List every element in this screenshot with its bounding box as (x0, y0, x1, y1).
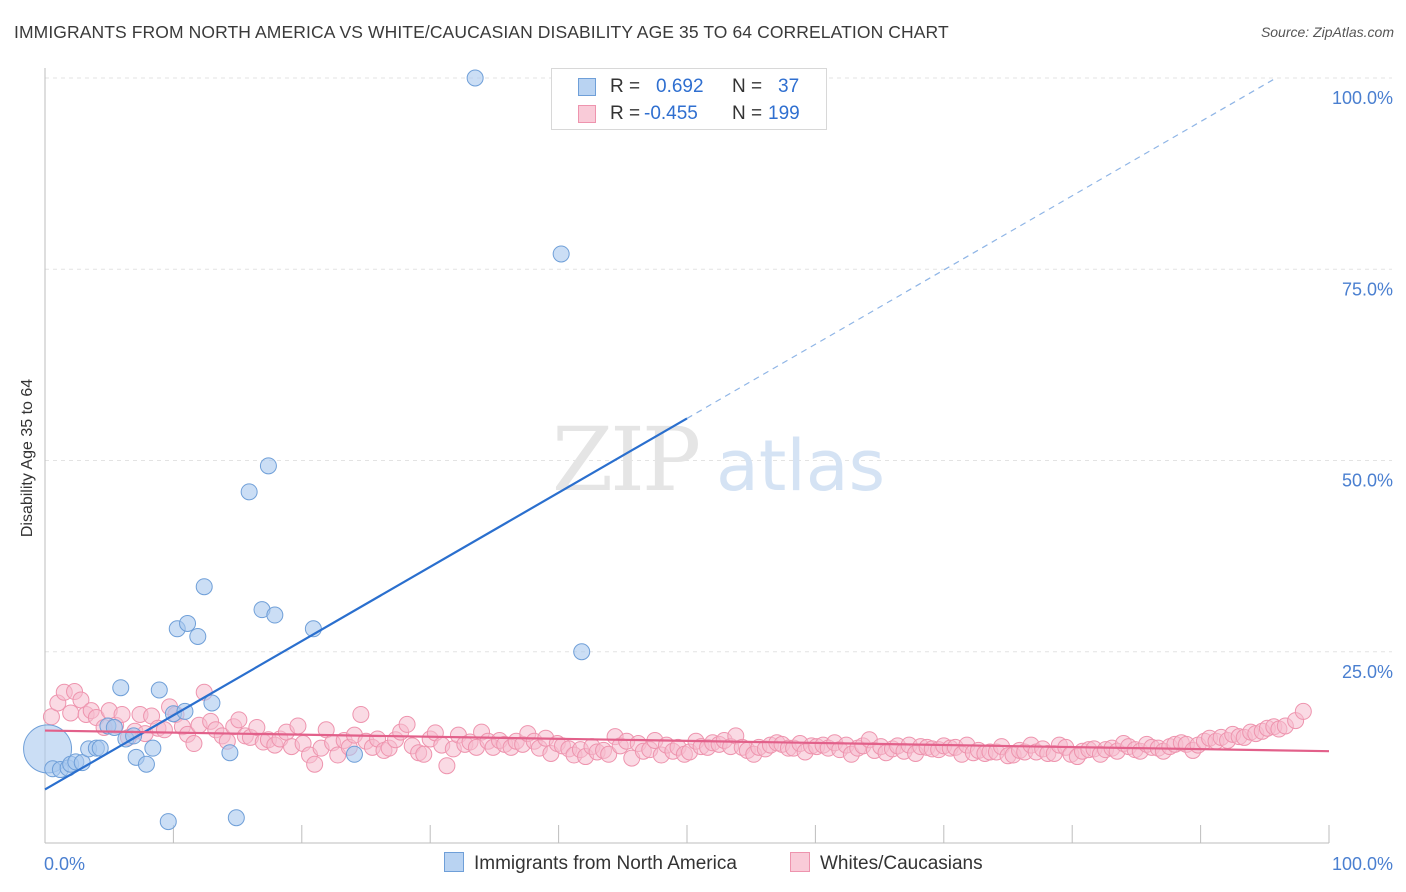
data-point-immigrants (179, 614, 197, 632)
data-point-whites (415, 745, 433, 763)
data-point-whites (155, 721, 173, 739)
data-point-immigrants (137, 755, 155, 773)
data-point-whites (600, 745, 618, 763)
data-point-whites (398, 715, 416, 733)
legend-n-label: N = (732, 76, 763, 97)
watermark-atlas: atlas (716, 425, 885, 507)
x-tick-label: 100.0% (1332, 854, 1393, 874)
legend-r-value: -0.455 (644, 103, 698, 124)
data-point-immigrants (159, 813, 177, 831)
trend-line-whites (44, 729, 1330, 753)
data-point-whites (306, 755, 324, 773)
y-axis-label: Disability Age 35 to 64 (19, 378, 36, 538)
data-point-immigrants (221, 744, 239, 762)
data-point-whites (438, 757, 456, 775)
legend-swatch-blue (444, 852, 464, 872)
data-point-whites (248, 718, 266, 736)
data-point-whites (1294, 702, 1312, 720)
x-tick-label: 0.0% (44, 854, 85, 874)
series-immigrants-north-america (23, 69, 591, 831)
data-point-immigrants (227, 809, 245, 827)
source-credit: Source: ZipAtlas.com (1260, 24, 1394, 40)
data-point-immigrants (203, 694, 221, 712)
gridlines (45, 77, 1392, 653)
legend-r-value: 0.692 (656, 76, 704, 97)
data-point-whites (352, 705, 370, 723)
data-point-whites (289, 717, 307, 735)
y-tick-label: 25.0% (1342, 662, 1393, 682)
series-legend: Immigrants from North America Whites/Cau… (0, 852, 1406, 878)
legend-item-immigrants: Immigrants from North America (444, 852, 737, 875)
data-point-immigrants (552, 245, 570, 263)
legend-label-whites: Whites/Caucasians (820, 853, 983, 874)
chart-title: IMMIGRANTS FROM NORTH AMERICA VS WHITE/C… (14, 22, 949, 42)
data-point-immigrants (345, 745, 363, 763)
legend-n-value: 199 (768, 103, 800, 124)
data-point-immigrants (91, 739, 109, 757)
data-point-immigrants (150, 681, 168, 699)
legend-label-immigrants: Immigrants from North America (474, 853, 737, 874)
y-tick-label: 50.0% (1342, 471, 1393, 491)
trend-lines (44, 77, 1330, 791)
y-tick-label: 100.0% (1332, 88, 1393, 108)
legend-swatch-pink (790, 852, 810, 872)
data-point-immigrants (259, 457, 277, 475)
data-point-immigrants (189, 627, 207, 645)
data-point-immigrants (466, 69, 484, 87)
trend-line-immigrants-extension (686, 77, 1277, 419)
legend-r-label: R = (610, 76, 641, 97)
data-point-immigrants (573, 643, 591, 661)
legend-swatch-pink (578, 105, 596, 123)
legend-r-label: R = (610, 103, 641, 124)
data-point-immigrants (240, 483, 258, 501)
data-point-whites (62, 704, 80, 722)
data-point-immigrants (112, 679, 130, 697)
legend-row-whites: R = -0.455 N = 199 (552, 101, 826, 127)
data-point-immigrants (266, 606, 284, 624)
stats-legend: R = 0.692 N = 37 R = -0.455 N = 199 (551, 68, 827, 130)
data-point-whites (113, 705, 131, 723)
tick-labels: 25.0% 50.0% 75.0% 100.0% 0.0% 100.0% (44, 88, 1393, 874)
data-point-whites (230, 711, 248, 729)
legend-row-immigrants: R = 0.692 N = 37 (552, 74, 826, 100)
legend-item-whites: Whites/Caucasians (790, 852, 983, 875)
legend-n-value: 37 (778, 76, 800, 97)
data-point-whites (185, 735, 203, 753)
data-point-immigrants (144, 739, 162, 757)
trend-line-immigrants (44, 417, 688, 791)
legend-swatch-blue (578, 78, 596, 96)
y-tick-label: 75.0% (1342, 279, 1393, 299)
data-point-immigrants (195, 578, 213, 596)
legend-n-label: N = (732, 103, 763, 124)
